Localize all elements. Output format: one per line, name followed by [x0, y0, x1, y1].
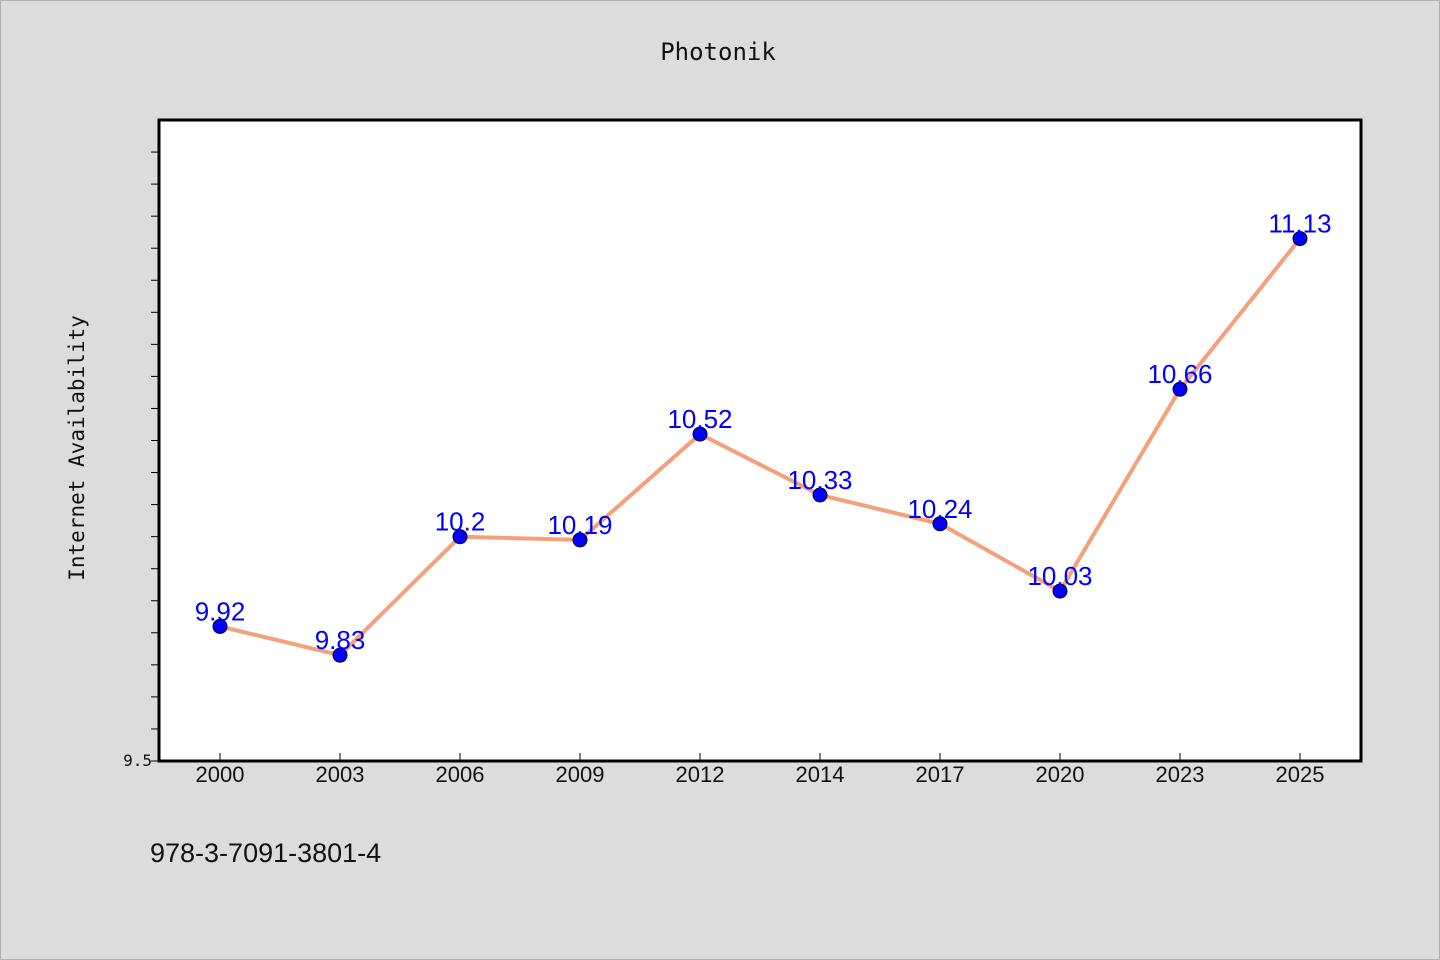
data-label: 10.33: [787, 465, 852, 495]
data-markers: [212, 231, 1308, 663]
data-point: [332, 647, 348, 663]
x-tick-label: 2014: [796, 762, 845, 787]
data-point: [932, 516, 948, 532]
y-tick-label: 9.5: [123, 751, 152, 770]
x-tick-label: 2003: [316, 762, 365, 787]
data-point: [1172, 381, 1188, 397]
series-line: [219, 237, 1302, 658]
x-axis-ticks: [219, 753, 1301, 761]
data-label: 11.13: [1268, 209, 1331, 239]
data-point: [572, 532, 588, 548]
x-tick-label: 2025: [1276, 762, 1325, 787]
data-point: [452, 529, 468, 545]
plot-area: [157, 118, 1363, 763]
footer-isbn: 978-3-7091-3801-4: [150, 838, 381, 868]
x-tick-label: 2000: [196, 762, 245, 787]
x-tick-label: 2023: [1156, 762, 1205, 787]
x-axis-labels: 2000 2003 2006 2009 2012 2014 2017 2020 2023 2025: [196, 762, 1325, 787]
x-tick-label: 2012: [676, 762, 725, 787]
x-tick-label: 2020: [1036, 762, 1085, 787]
data-labels: 9.92 9.83 10.2 10.19 10.52 10.33 10.24 10.03 10.…: [195, 209, 1332, 656]
data-point: [692, 426, 708, 442]
data-point: [1292, 231, 1308, 247]
data-point: [1052, 583, 1068, 599]
data-point: [812, 487, 828, 503]
data-point: [212, 618, 228, 634]
data-label: 9.92: [195, 596, 246, 626]
chart-title: Photonik: [660, 38, 776, 66]
y-axis-ticks: [151, 151, 159, 762]
y-axis-label: Internet Availability: [65, 315, 89, 581]
data-label: 10.66: [1147, 359, 1212, 389]
data-label: 10.2: [435, 507, 486, 537]
data-label: 10.52: [667, 404, 732, 434]
data-label: 10.19: [547, 510, 612, 540]
data-label: 10.03: [1027, 561, 1092, 591]
x-tick-label: 2017: [916, 762, 965, 787]
x-tick-label: 2006: [436, 762, 485, 787]
data-label: 9.83: [315, 625, 366, 655]
x-tick-label: 2009: [556, 762, 605, 787]
data-label: 10.24: [907, 494, 972, 524]
